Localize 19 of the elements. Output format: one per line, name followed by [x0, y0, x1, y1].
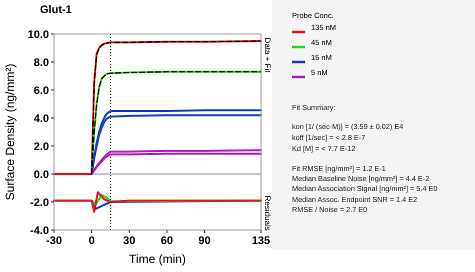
- x-tick-label: 30: [123, 235, 136, 247]
- chart-title: Glut-1: [40, 4, 72, 16]
- y-tick-label: 8.0: [34, 57, 49, 69]
- y-tick-label: -4.0: [30, 225, 49, 237]
- y-tick-label: 4.0: [34, 113, 49, 125]
- x-tick-label: 90: [198, 235, 211, 247]
- x-tick-label: 60: [160, 235, 174, 247]
- x-tick-label: 135: [252, 235, 270, 247]
- text: Data + Fit: [263, 38, 272, 74]
- y-axis-title: Surface Density (ng/mm²): [3, 64, 17, 200]
- y-tick-label: 10.0: [28, 29, 49, 41]
- y-tick-label: 6.0: [34, 85, 49, 97]
- y-tick-label: -2.0: [30, 197, 49, 209]
- x-axis-title: Time (min): [129, 252, 186, 266]
- x-tick-label: -30: [46, 235, 62, 247]
- x-tick-label: 0: [88, 235, 95, 247]
- y-tick-label: 2.0: [34, 141, 49, 153]
- y-tick-label: 0.0: [34, 169, 49, 181]
- text: Residuals: [263, 196, 272, 231]
